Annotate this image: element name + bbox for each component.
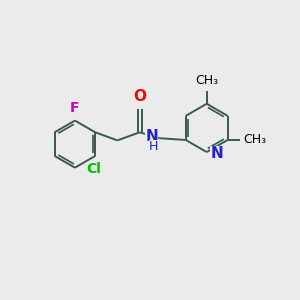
Text: H: H (149, 140, 158, 153)
Text: Cl: Cl (86, 162, 101, 176)
Text: O: O (133, 89, 146, 104)
Text: CH₃: CH₃ (243, 134, 266, 146)
Text: CH₃: CH₃ (195, 74, 218, 87)
Text: F: F (70, 101, 80, 115)
Text: N: N (146, 129, 158, 144)
Text: N: N (210, 146, 223, 161)
